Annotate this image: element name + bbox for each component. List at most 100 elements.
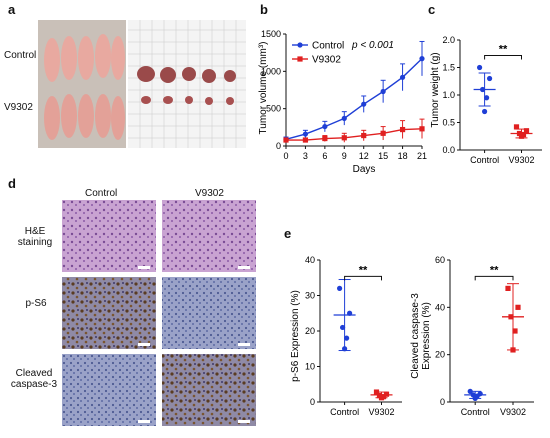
panel-d-row-caspase: Cleaved caspase-3 (10, 368, 58, 390)
ps6-control-image (62, 277, 156, 349)
data-point (341, 135, 347, 141)
significance-label: ** (490, 264, 499, 276)
x-tick-label: Control (461, 407, 490, 417)
panel-d-letter: d (8, 176, 16, 191)
data-point (515, 304, 521, 310)
significance-bracket (484, 55, 522, 60)
y-tick-label: 0.5 (442, 118, 455, 128)
data-point (344, 335, 350, 341)
v9302-tumors (141, 96, 234, 105)
y-tick-label: 0 (276, 141, 281, 151)
data-point (373, 389, 380, 395)
series-line-1 (286, 128, 423, 141)
series-line-0 (285, 58, 423, 140)
control-tumors (137, 66, 236, 83)
y-axis-label: Tumor weight (g) (430, 52, 441, 127)
data-point (283, 137, 289, 143)
x-tick-label: 18 (398, 151, 408, 161)
x-tick-label: Control (330, 407, 359, 417)
y-tick-label: 40 (435, 302, 445, 312)
y-tick-label: 1000 (261, 66, 281, 76)
data-point (512, 328, 518, 334)
panel-b-letter: b (260, 2, 268, 17)
data-point (472, 395, 478, 402)
data-point (516, 130, 523, 137)
data-point (419, 126, 425, 132)
data-point (477, 64, 483, 71)
data-point (510, 347, 516, 353)
x-tick-label: 6 (322, 151, 327, 161)
x-tick-label: Control (470, 155, 499, 165)
data-point (341, 115, 347, 121)
x-axis-label: Days (353, 164, 376, 175)
y-tick-label: 10 (305, 362, 315, 372)
data-point (482, 108, 488, 115)
tumor-volume-chart: Tumor volume (mm³) Days p < 0.001 0 500 10… (258, 29, 427, 175)
p-value-label: p < 0.001 (351, 40, 394, 51)
y-tick-label: 20 (435, 350, 445, 360)
data-point (523, 128, 530, 134)
data-point (342, 346, 348, 352)
scale-bars (138, 266, 250, 423)
significance-bracket (474, 275, 514, 281)
y-tick-label: 500 (266, 104, 281, 114)
data-point (361, 101, 367, 107)
panel-e-letter: e (284, 226, 292, 241)
data-point (380, 88, 386, 95)
tumor-weight-chart: Tumor weight (g) 0.0 0.5 1.0 1.5 2.0 Control V… (430, 35, 542, 165)
grid-lines (128, 20, 246, 148)
y-axis-label: Tumor volume (mm³) (258, 42, 269, 135)
y-tick-label: 40 (305, 255, 315, 265)
caspase-control-image (62, 354, 156, 426)
data-point (302, 131, 309, 137)
data-point (513, 124, 520, 130)
data-point (322, 135, 328, 142)
control-mice (44, 34, 125, 82)
y-tick-label: 0 (310, 397, 315, 407)
y-tick-label: 0 (440, 397, 445, 407)
panel-a-letter: a (8, 2, 16, 17)
panel-c-letter: c (428, 2, 436, 17)
x-tick-label: V9302 (368, 407, 394, 417)
he-control-image (62, 200, 156, 272)
data-point (419, 56, 425, 62)
y-tick-label: 30 (305, 291, 315, 301)
x-tick-label: 15 (378, 151, 388, 161)
y-tick-label: 60 (435, 255, 445, 265)
significance-bracket (344, 275, 382, 281)
data-point (480, 86, 486, 93)
ps6-expression-chart: p-S6 Expression (%) 0 10 20 30 40 Control V930… (290, 255, 402, 417)
legend-label: V9302 (312, 55, 341, 66)
data-point (467, 388, 473, 394)
y-tick-label: 2.0 (442, 35, 455, 45)
x-tick-label: 9 (342, 151, 347, 161)
data-point (337, 285, 343, 291)
y-axis-label-line: Cleaved caspase-3 (410, 293, 421, 379)
legend-marker (297, 42, 303, 48)
y-tick-label: 1500 (261, 29, 281, 39)
v9302-mice (44, 94, 125, 140)
x-tick-label: 0 (283, 151, 288, 161)
caspase-expression-chart: Cleaved caspase-3Expression (%) 0 20 40 60 C… (410, 255, 534, 417)
y-axis-label-line: Expression (%) (421, 302, 432, 370)
data-point (378, 395, 385, 401)
legend-marker (297, 56, 303, 62)
x-tick-label: 12 (359, 151, 369, 161)
y-tick-label: 1.0 (442, 90, 455, 100)
data-point (361, 132, 367, 139)
data-point (380, 130, 386, 136)
x-tick-label: 3 (303, 151, 308, 161)
tumor-grid-paper (128, 20, 246, 148)
ps6-v9302-image (162, 277, 256, 349)
x-tick-label: V9302 (508, 155, 534, 165)
data-point (347, 310, 353, 316)
histology-grid (62, 200, 256, 426)
panel-a-row-v9302: V9302 (4, 102, 33, 113)
data-point (383, 391, 390, 397)
data-point (322, 123, 328, 130)
panel-a-row-control: Control (4, 50, 37, 61)
y-tick-label: 20 (305, 326, 315, 336)
data-point (508, 314, 514, 320)
y-tick-label: 1.5 (442, 63, 455, 73)
significance-label: ** (499, 44, 508, 56)
